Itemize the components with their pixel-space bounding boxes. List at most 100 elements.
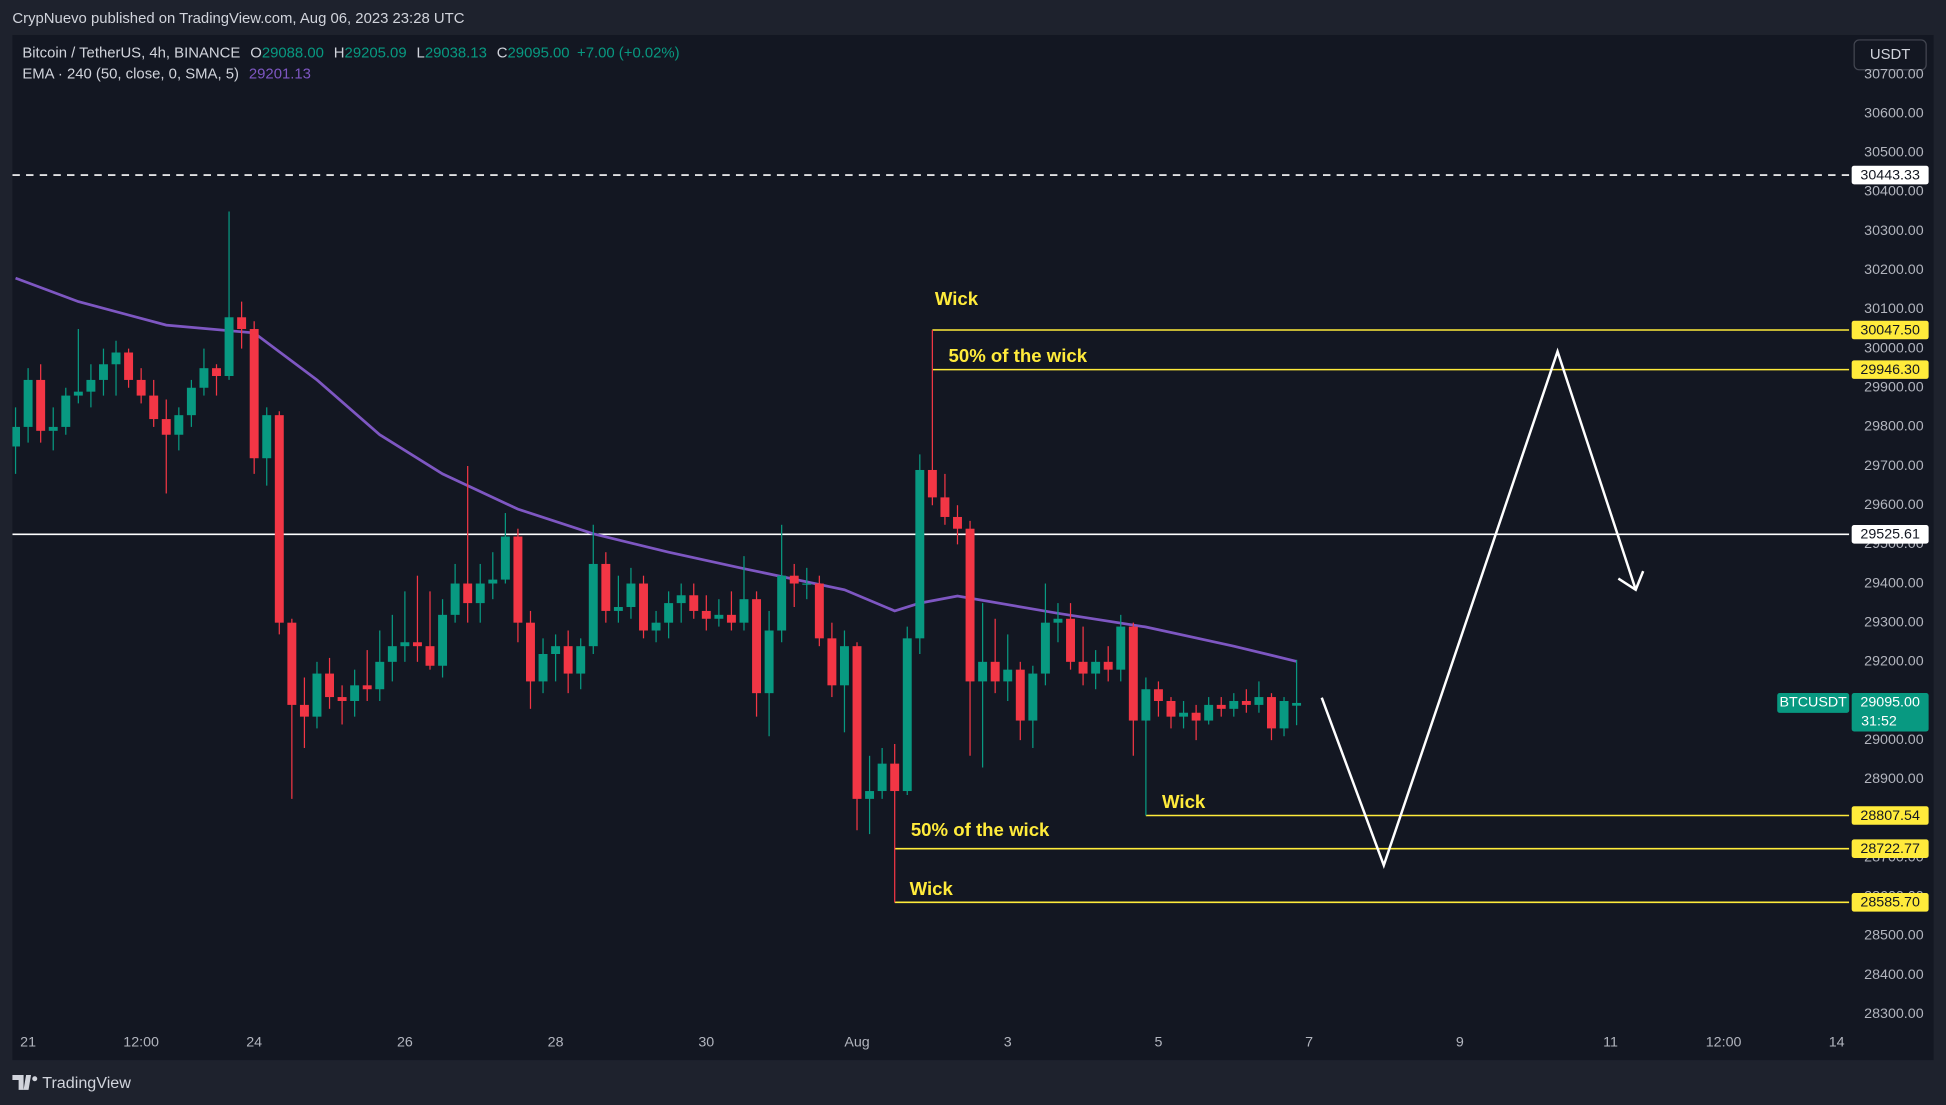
y-tick-label: 30200.00 <box>1864 262 1924 278</box>
y-tick-label: 30400.00 <box>1864 184 1924 200</box>
candle-body <box>262 415 272 459</box>
candle-body <box>664 603 674 623</box>
candle-body <box>111 352 121 365</box>
candle-body <box>915 469 925 639</box>
level-tag <box>1851 320 1929 340</box>
level-tag-label: 29525.61 <box>1860 527 1920 543</box>
candle-body <box>1241 700 1251 705</box>
candle-body <box>978 661 988 682</box>
open-key: O <box>250 46 262 62</box>
candle-body <box>513 536 523 623</box>
level-annotation: Wick <box>910 878 954 899</box>
level-tag-label: 28807.54 <box>1860 808 1920 824</box>
y-tick-label: 29900.00 <box>1864 380 1924 396</box>
candle-body <box>274 415 284 623</box>
candle-body <box>325 673 334 698</box>
x-tick-label: 11 <box>1603 1034 1618 1050</box>
candle-body <box>186 387 196 416</box>
y-tick-label: 29200.00 <box>1864 654 1924 670</box>
last-price-tag <box>1851 693 1929 732</box>
candle-body <box>149 395 159 420</box>
candle-body <box>12 426 21 447</box>
candle-body <box>852 646 862 799</box>
level-tag-label: 30443.33 <box>1860 167 1920 183</box>
y-tick-label: 29700.00 <box>1864 458 1924 474</box>
candle-body <box>526 622 535 682</box>
candle-body <box>48 426 58 431</box>
currency-button[interactable] <box>1853 39 1927 71</box>
candle-body <box>1292 702 1302 706</box>
candle-body <box>375 661 385 690</box>
candle-body <box>601 563 611 611</box>
symbol-legend: Bitcoin / TetherUS, 4h, BINANCE O29088.00… <box>22 46 679 62</box>
candle-body <box>890 763 900 792</box>
candle-body <box>199 368 209 388</box>
candle-body <box>287 622 297 705</box>
low-key: L <box>417 46 425 62</box>
close-value: 29095.00 <box>508 46 570 62</box>
candle-body <box>1279 700 1289 729</box>
ema-legend: EMA · 240 (50, close, 0, SMA, 5) 29201.13 <box>22 67 311 83</box>
candle-body <box>701 610 711 619</box>
candle-body <box>1091 661 1101 674</box>
x-tick-label: 28 <box>548 1034 564 1050</box>
candle-body <box>651 622 661 631</box>
candle-body <box>450 583 460 615</box>
candle-body <box>588 563 598 647</box>
x-tick-label: 26 <box>397 1034 413 1050</box>
level-annotation: Wick <box>1162 791 1206 812</box>
level-annotation: 50% of the wick <box>949 345 1088 366</box>
candle-body <box>412 642 422 647</box>
y-tick-label: 28300.00 <box>1864 1006 1924 1022</box>
candle-body <box>1116 626 1126 670</box>
currency-label[interactable]: USDT <box>1870 47 1910 63</box>
price-tags: 30443.33 29525.61 30047.50 29946.30 28807.54… <box>1777 165 1929 912</box>
brand-logo-dot <box>32 1076 38 1082</box>
symbol-tag <box>1777 693 1850 713</box>
symbol: Bitcoin / TetherUS, 4h, BINANCE <box>22 46 240 62</box>
candle-body <box>312 673 322 717</box>
candle-body <box>463 583 473 604</box>
candle-body <box>1078 661 1088 674</box>
candle-body <box>563 646 573 674</box>
arrow-head <box>1617 570 1645 592</box>
y-tick-label: 29800.00 <box>1864 419 1924 435</box>
candle-body <box>802 583 812 585</box>
brand-name: TradingView <box>42 1074 131 1092</box>
brand-logo <box>12 1074 32 1090</box>
candle-body <box>1066 618 1075 662</box>
candle-body <box>1053 618 1063 623</box>
level-tag <box>1851 525 1929 544</box>
x-tick-label: 12:00 <box>123 1034 159 1050</box>
level-tag <box>1851 165 1929 185</box>
x-tick-label: 21 <box>20 1034 36 1050</box>
candle-body <box>1153 689 1163 701</box>
candle-body <box>1028 673 1038 721</box>
candle-body <box>237 317 247 330</box>
candle-body <box>299 704 309 717</box>
level-tag <box>1851 839 1929 858</box>
candle-body <box>500 536 510 580</box>
y-tick-label: 28400.00 <box>1864 967 1924 983</box>
candle-body <box>839 646 849 686</box>
x-tick-label: 14 <box>1829 1034 1845 1050</box>
y-tick-label: 29300.00 <box>1864 614 1924 630</box>
candle-body <box>814 583 824 639</box>
high-value: 29205.09 <box>345 46 407 62</box>
candle-body <box>161 419 171 435</box>
candle-body <box>249 329 259 459</box>
candle-body <box>689 595 699 611</box>
candle-body <box>1229 700 1239 709</box>
level-annotation: 50% of the wick <box>911 819 1050 840</box>
candle-body <box>752 599 762 694</box>
candle-body <box>1166 700 1176 717</box>
candle-body <box>23 379 33 427</box>
candle-body <box>953 516 962 529</box>
candle-body <box>764 630 774 694</box>
candle-body <box>400 642 410 647</box>
candle-body <box>990 661 1000 682</box>
candle-body <box>212 368 221 377</box>
candle-body <box>438 614 448 666</box>
y-tick-label: 29000.00 <box>1864 732 1924 748</box>
